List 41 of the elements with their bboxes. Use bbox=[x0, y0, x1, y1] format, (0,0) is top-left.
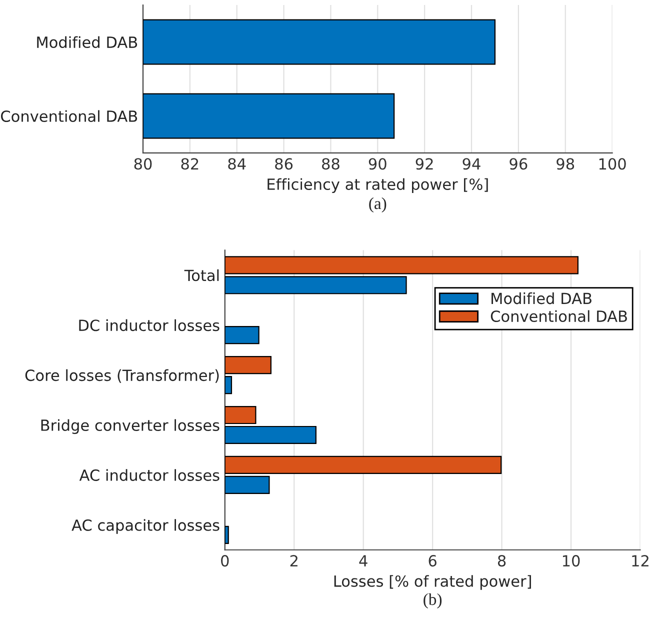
x-tick-label: 10 bbox=[562, 555, 580, 567]
x-tick-label: 88 bbox=[322, 158, 340, 170]
x-tick-label: 8 bbox=[498, 555, 506, 567]
x-tick-label: 12 bbox=[632, 555, 648, 566]
legend-label: Conventional DAB bbox=[490, 310, 627, 322]
bar bbox=[224, 526, 229, 544]
x-tick-label: 80 bbox=[134, 158, 152, 170]
y-tick-label: Core losses (Transformer) bbox=[25, 369, 219, 383]
bar bbox=[224, 356, 272, 374]
x-tick-label: 4 bbox=[359, 555, 368, 566]
x-tick-label: 90 bbox=[368, 158, 386, 170]
x-tick-label: 92 bbox=[416, 158, 433, 170]
x-tick-label: 98 bbox=[556, 158, 574, 170]
x-axis-title: Losses [% of rated power] bbox=[334, 575, 531, 590]
y-tick-label: Bridge converter losses bbox=[41, 419, 220, 434]
x-tick-label: 94 bbox=[462, 158, 480, 170]
bar bbox=[224, 426, 316, 444]
x-tick-label: 0 bbox=[221, 555, 229, 567]
x-tick-label: 96 bbox=[510, 158, 528, 170]
y-tick-label: Total bbox=[184, 269, 219, 282]
legend-label: Modified DAB bbox=[492, 292, 592, 304]
x-tick-label: 6 bbox=[428, 555, 436, 567]
bar bbox=[224, 326, 260, 344]
x-tick-label: 100 bbox=[599, 158, 626, 170]
y-tick-label: DC inductor losses bbox=[79, 319, 220, 332]
bar bbox=[224, 256, 578, 274]
x-tick-label: 84 bbox=[228, 158, 246, 170]
text: (b) bbox=[424, 593, 442, 608]
x-tick-label: 82 bbox=[181, 158, 198, 170]
bar bbox=[224, 406, 256, 424]
text: (a) bbox=[369, 197, 386, 212]
bar bbox=[224, 456, 502, 474]
bar bbox=[224, 376, 232, 394]
x-tick-label: 2 bbox=[290, 555, 298, 566]
y-tick-label: Modified DAB bbox=[37, 36, 138, 48]
x-tick-label: 86 bbox=[275, 158, 293, 170]
x-axis-title: Efficiency at rated power [%] bbox=[268, 178, 488, 193]
bar bbox=[224, 476, 270, 494]
y-tick-label: AC inductor losses bbox=[79, 469, 220, 481]
bar bbox=[224, 276, 407, 294]
y-tick-label: AC capacitor losses bbox=[72, 519, 220, 534]
